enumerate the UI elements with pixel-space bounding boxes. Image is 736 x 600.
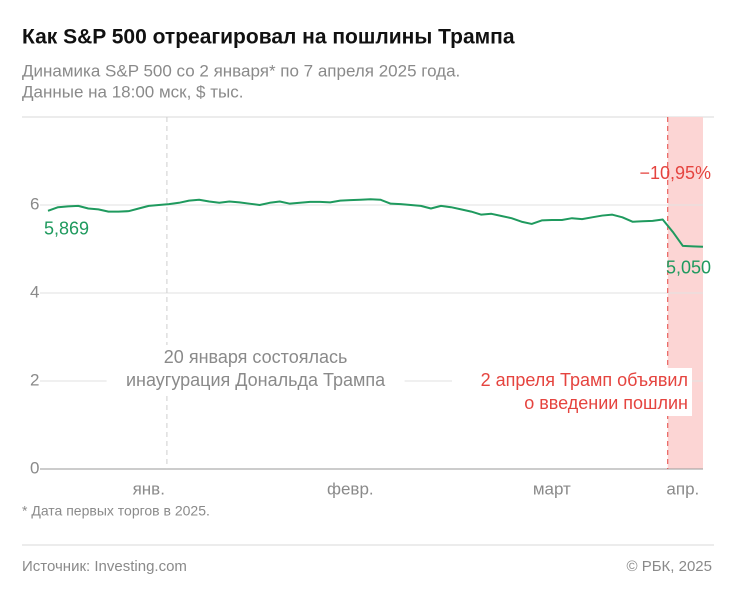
source: Источник: Investing.com [22,558,187,575]
value-label: 5,869 [44,219,89,239]
label-bg [452,368,692,416]
copyright: © РБК, 2025 [626,558,712,575]
plot: 0 2 4 6 янв. февр. март апр. 20 января состоялас… [30,117,711,498]
footnote: * Дата первых торгов в 2025. [22,503,210,519]
x-tick-label: февр. [327,479,374,498]
subtitle: Динамика S&P 500 со 2 января* по 7 апрел… [22,61,460,80]
y-tick-label: 4 [30,282,39,301]
y-tick-label: 6 [30,194,39,213]
annotation: 2 апреля Трамп объявил [481,370,688,390]
annotation: о введении пошлин [524,393,688,413]
change-label: −10,95% [639,163,711,183]
subtitle: Данные на 18:00 мск, $ тыс. [22,82,243,101]
x-tick-label: апр. [666,479,699,498]
x-tick-label: янв. [133,479,165,498]
annotation: 20 января состоялась [164,347,348,367]
value-label: 5,050 [666,258,711,278]
label-bg [106,345,405,393]
y-tick-label: 0 [30,458,39,477]
annotation: инаугурация Дональда Трампа [126,370,386,390]
series-line [47,198,704,248]
x-tick-label: март [533,479,571,498]
y-tick-label: 2 [30,370,39,389]
chart-title: Как S&P 500 отреагировал на пошлины Трам… [22,26,515,49]
